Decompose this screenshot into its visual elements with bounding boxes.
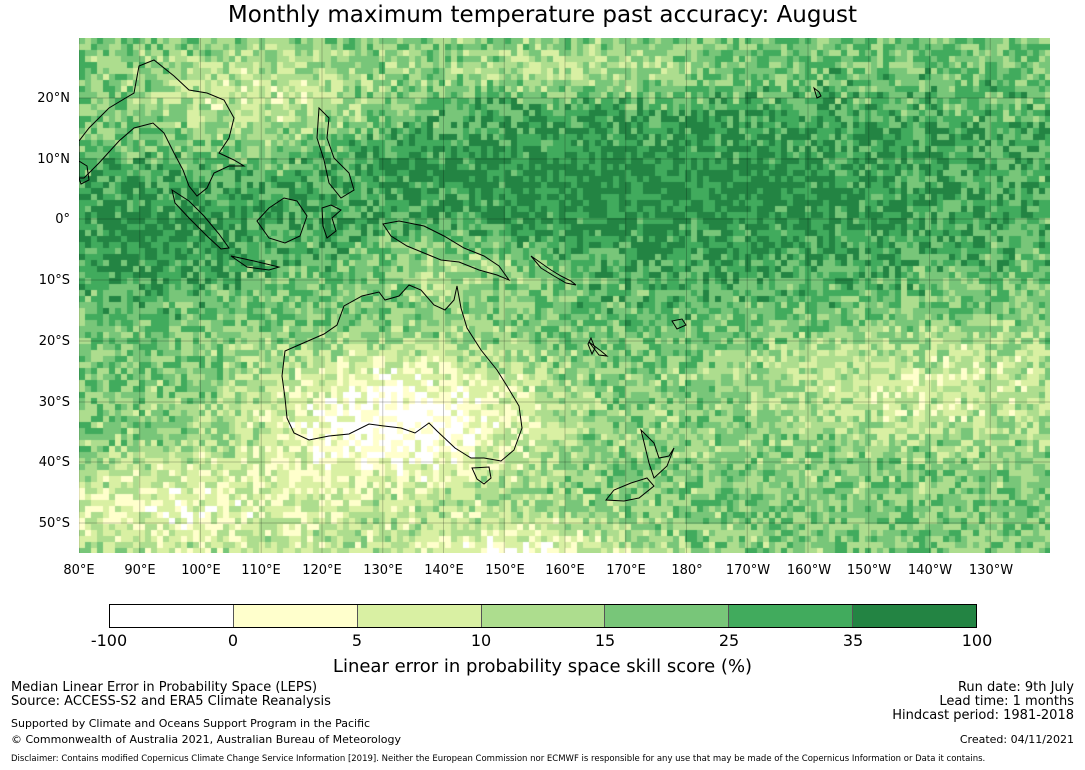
new-guinea-coastline xyxy=(382,220,511,282)
asia-mainland-coastline xyxy=(79,59,246,197)
new-zealand-south-island xyxy=(605,477,655,502)
colorbar-tick: 0 xyxy=(227,631,239,650)
lon-label: 80°E xyxy=(63,563,95,578)
philippines-coastline xyxy=(316,106,355,199)
australia-coastline xyxy=(281,284,523,462)
lat-label: 20°N xyxy=(37,91,70,106)
support-text: Supported by Climate and Oceans Support … xyxy=(11,717,371,730)
map-overlay xyxy=(79,38,1050,553)
lon-label: 180° xyxy=(671,563,703,578)
colorbar-segment xyxy=(357,605,482,627)
colorbar-tick: 100 xyxy=(961,631,993,650)
run-date-text: Run date: 9th July xyxy=(957,680,1074,695)
lat-label: 0° xyxy=(55,212,70,227)
copyright-text: © Commonwealth of Australia 2021, Austra… xyxy=(11,733,401,746)
lon-label: 130°E xyxy=(363,563,403,578)
lat-label: 40°S xyxy=(38,455,70,470)
java-coastline xyxy=(230,255,281,271)
graticule xyxy=(79,38,1050,553)
lon-label: 140°E xyxy=(424,563,464,578)
lead-time-text: Lead time: 1 months xyxy=(939,694,1074,709)
lon-label: 130°W xyxy=(968,563,1014,578)
lat-label: 10°S xyxy=(38,273,70,288)
lat-label: 10°N xyxy=(37,152,70,167)
coastlines xyxy=(79,59,822,502)
method-text: Median Linear Error in Probability Space… xyxy=(11,680,318,695)
lat-label: 50°S xyxy=(38,516,70,531)
colorbar xyxy=(109,604,977,628)
colorbar-segment xyxy=(605,605,730,627)
colorbar-segment xyxy=(110,605,234,627)
lon-label: 170°E xyxy=(606,563,646,578)
borneo-coastline xyxy=(256,197,308,244)
tasmania-coastline xyxy=(471,466,492,485)
new-zealand-north-island xyxy=(640,428,675,479)
colorbar-tick: 35 xyxy=(842,631,864,650)
skill-score-heatmap xyxy=(79,38,1050,553)
lon-label: 110°E xyxy=(241,563,281,578)
lon-label: 160°W xyxy=(786,563,832,578)
colorbar-segment xyxy=(481,605,606,627)
sri-lanka-coastline xyxy=(79,160,90,185)
lat-label: 20°S xyxy=(38,334,70,349)
disclaimer-text: Disclaimer: Contains modified Copernicus… xyxy=(11,754,986,764)
skill-score-map xyxy=(79,38,1050,553)
lon-label: 120°E xyxy=(302,563,342,578)
colorbar-segment xyxy=(729,605,854,627)
lon-label: 140°W xyxy=(907,563,953,578)
lon-label: 150°W xyxy=(846,563,892,578)
colorbar-tick: 10 xyxy=(470,631,492,650)
solomon-islands xyxy=(530,255,577,286)
colorbar-tick: 5 xyxy=(351,631,363,650)
lon-label: 170°W xyxy=(725,563,771,578)
hindcast-text: Hindcast period: 1981-2018 xyxy=(892,708,1074,723)
colorbar-segment xyxy=(233,605,358,627)
colorbar-segment xyxy=(853,605,977,627)
source-text: Source: ACCESS-S2 and ERA5 Climate Reana… xyxy=(11,694,331,709)
lon-label: 100°E xyxy=(181,563,221,578)
hawaii-islands xyxy=(813,86,822,99)
colorbar-tick: -100 xyxy=(90,631,128,650)
lat-label: 30°S xyxy=(38,395,70,410)
lon-label: 150°E xyxy=(485,563,525,578)
colorbar-tick: 15 xyxy=(594,631,616,650)
sulawesi-coastline xyxy=(321,204,342,239)
lon-label: 90°E xyxy=(124,563,156,578)
new-caledonia xyxy=(588,341,609,357)
colorbar-tick: 25 xyxy=(718,631,740,650)
sumatra-coastline xyxy=(171,188,230,250)
created-date-text: Created: 04/11/2021 xyxy=(959,733,1074,746)
colorbar-label: Linear error in probability space skill … xyxy=(332,656,753,677)
lon-label: 160°E xyxy=(545,563,585,578)
fiji-islands xyxy=(671,318,687,330)
map-title: Monthly maximum temperature past accurac… xyxy=(227,2,858,28)
